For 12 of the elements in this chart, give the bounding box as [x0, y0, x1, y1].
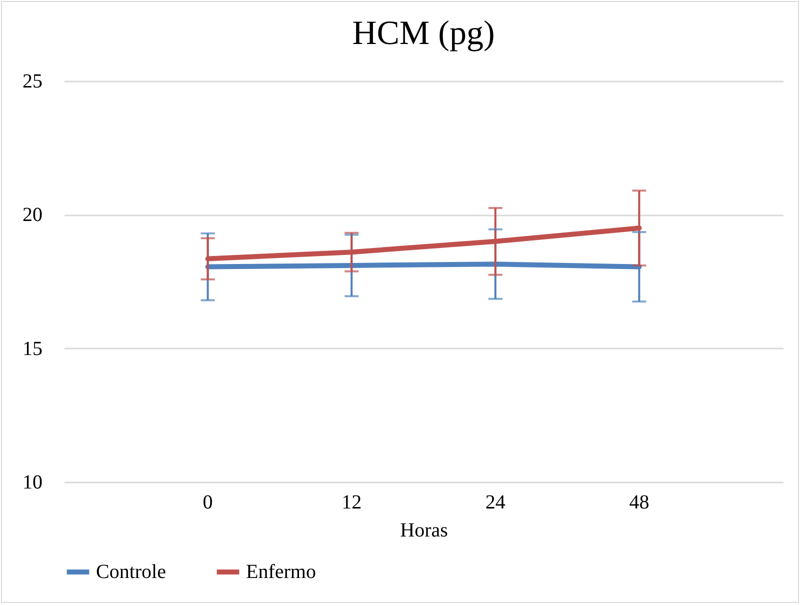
x-tick-label: 48	[629, 492, 650, 514]
legend-label: Enfermo	[246, 561, 316, 583]
y-tick-label: 10	[22, 472, 42, 494]
legend-label: Controle	[96, 561, 166, 583]
x-tick-label: 24	[485, 492, 506, 514]
chart-title: HCM (pg)	[352, 15, 495, 52]
x-axis-title: Horas	[400, 520, 448, 542]
y-tick-label: 15	[22, 338, 42, 360]
x-tick-label: 0	[202, 492, 213, 514]
x-tick-label: 12	[342, 492, 362, 514]
y-tick-label: 20	[22, 204, 42, 226]
y-tick-label: 25	[22, 70, 42, 92]
